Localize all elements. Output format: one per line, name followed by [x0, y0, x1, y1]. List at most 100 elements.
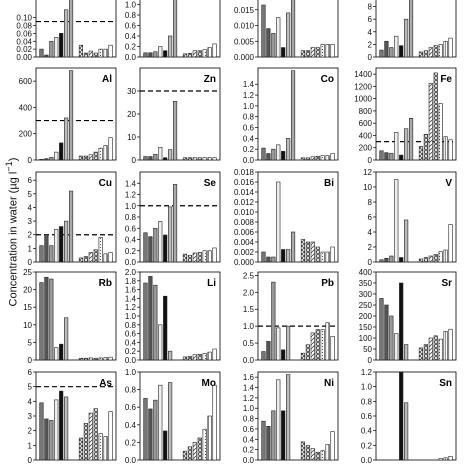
bar — [59, 226, 64, 263]
bar — [153, 153, 158, 161]
y-tick-label: 1.2 — [361, 368, 373, 377]
y-tick-label: 1.6 — [243, 373, 255, 382]
bar — [212, 157, 217, 161]
bar — [83, 155, 88, 161]
bar — [286, 138, 291, 161]
bar — [158, 221, 163, 263]
y-tick-label: 1.2 — [125, 191, 137, 200]
panel-title: Bi — [324, 178, 334, 189]
bar — [49, 278, 54, 361]
panel-bi: 0.0000.0020.0040.0060.0080.0100.0120.014… — [234, 168, 339, 267]
panel-cu: 0 1 2 3 4 5 6 Cu — [28, 171, 117, 267]
bar — [98, 433, 103, 461]
bar — [305, 50, 310, 58]
y-tick-label: 8 — [368, 198, 373, 207]
bar — [320, 329, 325, 361]
bar — [93, 52, 98, 58]
bar — [44, 234, 49, 263]
bar — [433, 335, 438, 361]
panel-frame — [257, 371, 339, 461]
bar — [197, 353, 202, 361]
y-tick-label: 0.6 — [243, 425, 255, 434]
y-tick-label: 300 — [359, 290, 373, 299]
bar — [330, 246, 335, 263]
bar — [143, 232, 148, 263]
bar — [404, 18, 409, 58]
y-tick-label: 0.010 — [234, 208, 255, 217]
bar — [88, 154, 93, 161]
bar — [172, 184, 178, 263]
bar — [168, 35, 173, 58]
bar — [379, 298, 384, 361]
y-tick-label: 0.0 — [125, 53, 137, 62]
bar — [389, 152, 394, 161]
bar — [325, 444, 330, 461]
bar — [197, 437, 202, 461]
y-tick-label: 12 — [363, 168, 372, 177]
y-tick-label: 10 — [23, 321, 32, 330]
y-tick-label: 0.018 — [234, 168, 255, 177]
panel-title: Se — [204, 178, 217, 189]
panel-title: Co — [321, 74, 334, 85]
y-tick-label: 0.2 — [125, 438, 137, 447]
bar — [39, 282, 44, 361]
bar — [330, 431, 335, 461]
bar — [300, 239, 306, 263]
bar — [428, 83, 433, 161]
bar — [266, 341, 271, 361]
bar — [108, 137, 113, 161]
panel-sr: 0 50 100 150 200 250 300 350 400 Sr — [359, 268, 457, 365]
y-tick-label: 0.6 — [125, 22, 137, 31]
panel-frame — [35, 271, 117, 361]
bar — [300, 441, 306, 461]
bar — [305, 445, 310, 461]
bar — [192, 252, 197, 263]
bar — [44, 276, 49, 361]
y-tick-label: 0.10 — [16, 14, 32, 23]
y-tick-label: 1.0 — [125, 202, 137, 211]
bar — [266, 426, 271, 461]
panel-co: 0.0 0.2 0.40.6 0.8 1.0 1.2 1.4 Co — [243, 67, 339, 165]
y-tick-label: 30 — [127, 87, 136, 96]
bar — [286, 325, 291, 361]
y-tick-label: 2.0 — [243, 288, 255, 297]
panel-al: 0 200 400 600 Al — [19, 67, 117, 165]
bar — [433, 72, 438, 161]
y-tick-label: 6 — [368, 15, 373, 24]
bar — [408, 0, 414, 58]
bar — [281, 47, 286, 58]
bar — [438, 458, 443, 461]
bar — [207, 351, 212, 361]
bar — [443, 457, 448, 461]
y-tick-label: 3 — [28, 217, 33, 226]
bar — [448, 328, 453, 361]
bar — [168, 149, 173, 161]
bar — [325, 44, 330, 58]
bar — [448, 456, 453, 461]
bar — [315, 329, 320, 361]
bar — [428, 255, 433, 263]
y-tick-label: 0.002 — [234, 248, 255, 257]
y-tick-label: 1.2 — [243, 394, 255, 403]
bar — [384, 152, 389, 161]
bar — [443, 249, 448, 263]
y-tick-label: 1.4 — [125, 294, 137, 303]
panel-frame — [35, 67, 117, 161]
y-tick-label: 0.4 — [125, 32, 137, 41]
bar — [143, 52, 148, 58]
bar — [418, 258, 424, 263]
bar — [153, 284, 158, 361]
bar — [448, 224, 453, 263]
bar — [68, 70, 74, 161]
bar — [64, 317, 69, 361]
bar — [163, 234, 168, 263]
bar — [163, 157, 168, 161]
bar — [54, 151, 59, 161]
panel-title: Sr — [441, 278, 452, 289]
bar — [187, 157, 192, 161]
bar — [93, 151, 98, 161]
bar — [172, 101, 178, 161]
bar — [39, 245, 44, 263]
bar — [389, 315, 394, 361]
y-tick-label: 1.8 — [125, 277, 137, 286]
